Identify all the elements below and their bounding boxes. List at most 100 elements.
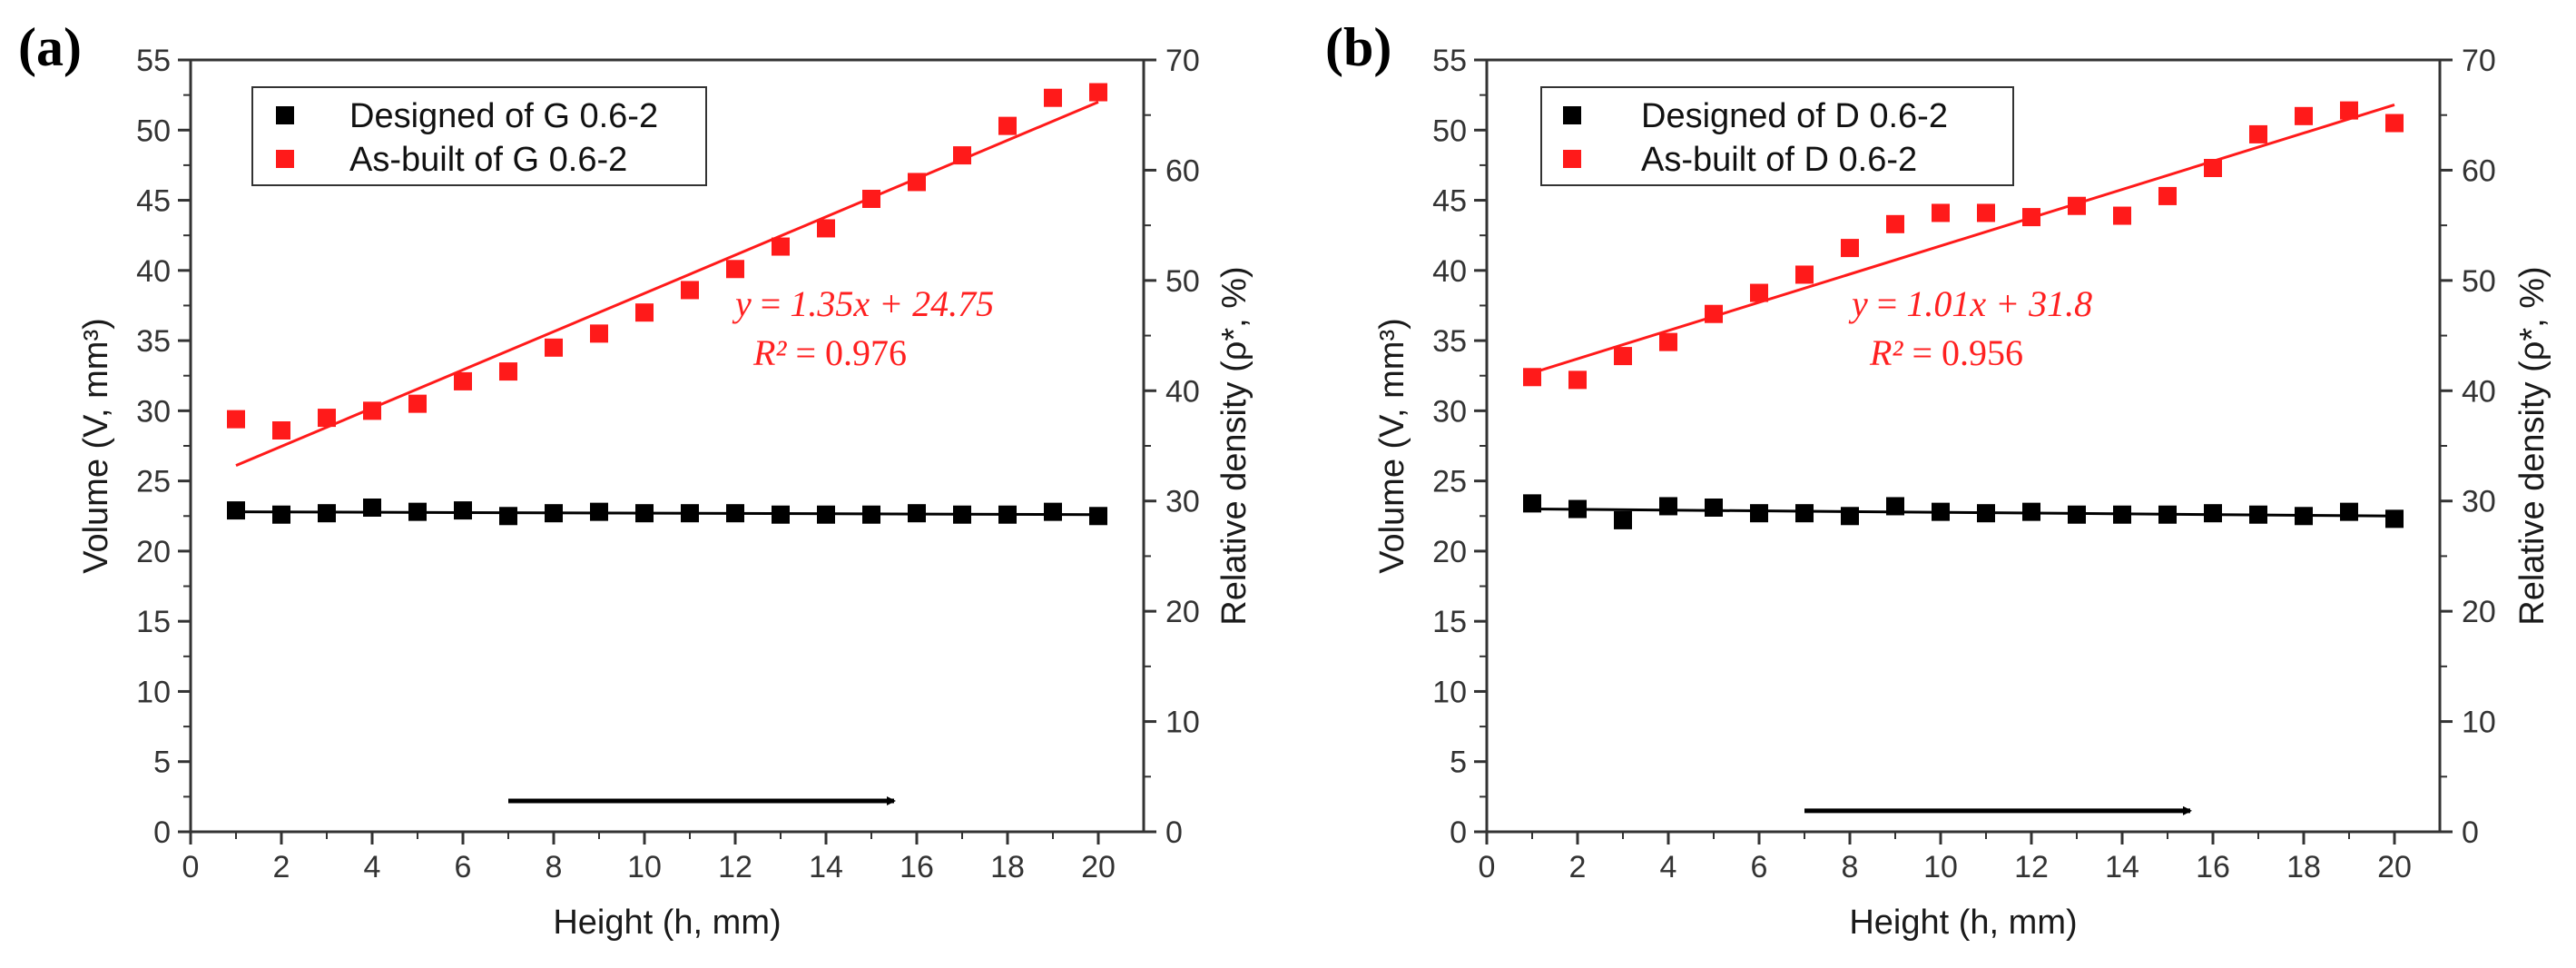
x-tick-label: 14 (2105, 850, 2139, 884)
x-tick-label: 6 (1751, 850, 1768, 884)
y-tick-label: 10 (1432, 675, 1467, 709)
y2-tick-label: 60 (1165, 153, 1200, 188)
data-point-series-1 (1977, 203, 1995, 222)
y2-tick-label: 50 (2462, 264, 2496, 299)
y-tick-label: 50 (136, 114, 171, 148)
data-point-series-1 (227, 410, 245, 429)
data-point-series-1 (2295, 106, 2313, 125)
data-point-series-0 (772, 505, 790, 524)
y2-tick-label: 10 (2462, 706, 2496, 740)
x-tick-label: 4 (1660, 850, 1677, 884)
data-point-series-1 (772, 237, 790, 256)
data-point-series-0 (363, 499, 381, 517)
y-tick-label: 30 (1432, 394, 1467, 429)
data-point-series-0 (1523, 494, 1541, 513)
y2-tick-label: 20 (1165, 595, 1200, 629)
data-point-series-0 (1795, 504, 1814, 523)
data-point-series-0 (862, 505, 880, 524)
panel-b: (b) 0 2 4 6 8 10 12 14 16 18 20 0 5 10 15 20 25 30 35 40 45… (1325, 17, 2551, 942)
y-tick-label: 30 (136, 394, 171, 429)
panel-a-y2-ticks: 0 10 20 30 40 50 60 70 (1144, 44, 1200, 850)
y2-tick-label: 20 (2462, 595, 2496, 629)
panel-a-label: (a) (18, 17, 82, 77)
data-point-series-1 (1932, 203, 1950, 222)
data-point-series-1 (2249, 124, 2267, 143)
data-point-series-1 (2385, 114, 2404, 133)
data-point-series-1 (2022, 208, 2040, 227)
x-tick-label: 12 (718, 850, 752, 884)
panel-a-x-axis-title: Height (h, mm) (553, 904, 781, 942)
data-point-series-1 (318, 409, 336, 428)
data-point-series-0 (1614, 510, 1632, 529)
panel-b-regression-equation: y = 1.01x + 31.8 (1848, 283, 2092, 324)
x-tick-label: 2 (1569, 850, 1587, 884)
y2-tick-label: 60 (2462, 153, 2496, 188)
data-point-series-0 (2204, 504, 2222, 523)
data-point-series-0 (2385, 509, 2404, 528)
panel-a: (a) 0 2 4 6 8 10 12 14 16 18 20 0 5 10 15 20 25 30 35 40 45… (18, 17, 1254, 942)
panel-a-legend-label-as-built: As-built of G 0.6-2 (349, 141, 627, 179)
y-tick-label: 5 (1450, 746, 1467, 780)
panel-a-r-squared: R² = 0.976 (752, 332, 907, 373)
panel-a-legend-swatch-as-built (276, 150, 294, 168)
panel-a-points (227, 83, 1107, 526)
data-point-series-1 (726, 260, 744, 279)
data-point-series-0 (998, 505, 1017, 524)
y-tick-label: 35 (136, 324, 171, 359)
data-point-series-0 (545, 504, 563, 523)
y-tick-label: 45 (136, 184, 171, 219)
y2-tick-label: 50 (1165, 264, 1200, 299)
data-point-series-1 (2158, 186, 2177, 205)
data-point-series-0 (272, 505, 290, 524)
panel-b-x-axis-title: Height (h, mm) (1849, 904, 2077, 942)
data-point-series-0 (1659, 497, 1677, 516)
x-tick-label: 4 (364, 850, 381, 884)
data-point-series-0 (499, 507, 517, 526)
data-point-series-0 (227, 501, 245, 520)
y-tick-label: 40 (136, 254, 171, 289)
y2-tick-label: 70 (2462, 44, 2496, 78)
data-point-series-0 (2249, 505, 2267, 524)
x-tick-label: 18 (2286, 850, 2321, 884)
data-point-series-0 (953, 505, 971, 524)
data-point-series-1 (1841, 239, 1859, 258)
panel-b-y2-ticks: 0 10 20 30 40 50 60 70 (2440, 44, 2496, 850)
data-point-series-1 (545, 338, 563, 357)
panel-a-regression-equation: y = 1.35x + 24.75 (732, 283, 994, 324)
data-point-series-1 (454, 371, 472, 390)
x-tick-label: 16 (2196, 850, 2230, 884)
x-tick-label: 6 (455, 850, 472, 884)
y2-tick-label: 30 (2462, 485, 2496, 519)
x-tick-label: 8 (546, 850, 563, 884)
data-point-series-1 (1750, 283, 1768, 302)
data-point-series-0 (817, 505, 835, 524)
data-point-series-0 (2113, 505, 2131, 524)
y-tick-label: 25 (1432, 465, 1467, 499)
data-point-series-1 (862, 190, 880, 208)
y2-tick-label: 70 (1165, 44, 1200, 78)
data-point-series-0 (1044, 502, 1062, 521)
panel-a-y-axis-title: Volume (V, mm³) (77, 318, 115, 574)
panel-a-legend-label-designed: Designed of G 0.6-2 (349, 97, 658, 135)
data-point-series-1 (1659, 332, 1677, 351)
panel-a-regression-annotation: y = 1.35x + 24.75 R² = 0.976 (732, 283, 994, 373)
x-tick-label: 10 (1923, 850, 1958, 884)
panel-b-regression-annotation: y = 1.01x + 31.8 R² = 0.956 (1848, 283, 2092, 373)
panel-b-points (1523, 101, 2404, 529)
data-point-series-1 (272, 421, 290, 440)
data-point-series-0 (726, 504, 744, 523)
data-point-series-0 (2022, 502, 2040, 521)
y2-tick-label: 40 (1165, 374, 1200, 409)
data-point-series-1 (2204, 159, 2222, 177)
data-point-series-0 (1841, 507, 1859, 526)
x-tick-label: 0 (1479, 850, 1496, 884)
x-tick-label: 10 (627, 850, 662, 884)
y2-tick-label: 0 (1165, 815, 1183, 850)
panel-b-y-axis-title: Volume (V, mm³) (1373, 318, 1411, 574)
y-tick-label: 20 (136, 535, 171, 569)
panel-a-y-ticks: 0 5 10 15 20 25 30 35 40 45 50 55 (136, 44, 191, 850)
data-point-series-1 (1523, 368, 1541, 387)
y-tick-label: 15 (136, 605, 171, 639)
y-tick-label: 0 (153, 815, 171, 850)
y-tick-label: 25 (136, 465, 171, 499)
